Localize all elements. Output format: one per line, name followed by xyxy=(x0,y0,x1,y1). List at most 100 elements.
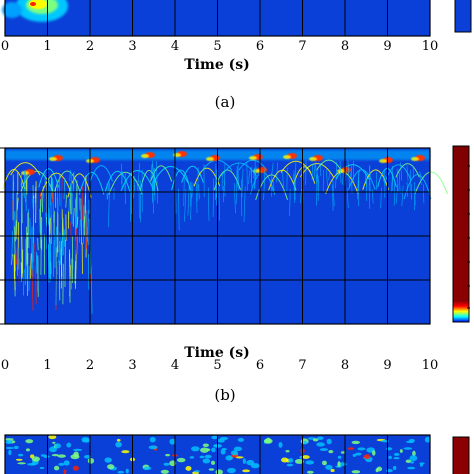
scatter-streak xyxy=(69,183,72,196)
scatter-streak xyxy=(218,186,221,221)
scatter-speck xyxy=(57,454,66,458)
scatter-streak xyxy=(341,168,345,185)
scatter-streak xyxy=(63,177,66,200)
x-tick-label: 0 xyxy=(1,358,9,373)
scatter-streak xyxy=(124,173,126,194)
scatter-streak xyxy=(253,167,255,179)
x-tick-label: 8 xyxy=(341,358,349,373)
scatter-speck xyxy=(419,463,423,467)
scatter-streak xyxy=(14,211,16,237)
scatter-streak xyxy=(263,167,266,201)
scatter-speck xyxy=(202,443,209,447)
scatter-speck xyxy=(410,461,414,464)
scatter-speck xyxy=(405,440,415,444)
scatter-speck xyxy=(220,449,226,455)
scatter-speck xyxy=(424,436,431,443)
scatter-streak xyxy=(152,173,155,189)
scatter-streak xyxy=(18,258,21,283)
panel-a-grid xyxy=(47,0,388,36)
scatter-speck xyxy=(326,438,332,445)
scatter-streak xyxy=(406,165,409,182)
scatter-streak xyxy=(212,178,215,217)
scatter-streak xyxy=(191,183,194,198)
scatter-streak xyxy=(316,169,319,182)
scatter-streak xyxy=(52,239,55,277)
panel-c-grid xyxy=(47,435,388,474)
scatter-speck xyxy=(53,465,60,471)
scatter-streak xyxy=(383,169,386,182)
scatter-streak xyxy=(32,198,34,214)
scatter-streak xyxy=(328,170,331,181)
scatter-streak xyxy=(350,168,353,194)
panel-a-x-ticks: 0 1 2 3 4 5 6 7 8 9 10 xyxy=(1,39,438,54)
scatter-streak xyxy=(108,182,111,228)
scatter-streak xyxy=(276,162,278,183)
scatter-speck xyxy=(412,450,416,457)
scatter-streak xyxy=(69,249,71,277)
x-tick-label: 6 xyxy=(256,39,264,54)
scatter-speck xyxy=(325,464,333,470)
scatter-streak xyxy=(313,163,316,179)
scatter-speck xyxy=(319,448,329,451)
scatter-speck xyxy=(355,452,362,456)
scatter-speck xyxy=(388,455,392,460)
scatter-speck xyxy=(230,450,238,456)
diffraction-arc xyxy=(53,170,81,193)
scatter-streak xyxy=(25,170,27,211)
scatter-streak xyxy=(60,248,63,277)
scatter-streak xyxy=(80,198,82,245)
scatter-speck xyxy=(405,459,412,464)
scatter-speck xyxy=(63,460,70,466)
x-tick-label: 5 xyxy=(213,358,221,373)
scatter-speck xyxy=(211,435,218,440)
scatter-streak xyxy=(61,209,64,237)
scatter-speck xyxy=(25,448,30,452)
scatter-streak xyxy=(84,175,87,214)
scatter-streak xyxy=(58,260,61,301)
scatter-streak xyxy=(368,172,371,187)
scatter-speck xyxy=(242,458,246,465)
scatter-speck xyxy=(351,470,361,474)
x-tick-label: 9 xyxy=(383,358,391,373)
scatter-streak xyxy=(400,162,403,181)
scatter-speck xyxy=(357,447,366,451)
x-tick-label: 7 xyxy=(298,358,306,373)
scatter-speck xyxy=(306,470,314,474)
diffraction-arc xyxy=(348,169,376,190)
hot-spot xyxy=(21,171,29,175)
scatter-speck xyxy=(399,449,403,453)
x-tick-label: 3 xyxy=(128,39,136,54)
scatter-speck xyxy=(199,455,205,459)
scatter-speck xyxy=(380,440,389,443)
hot-spot xyxy=(249,156,257,160)
diffraction-arc xyxy=(78,172,105,195)
x-tick-label: 1 xyxy=(43,39,51,54)
scatter-speck xyxy=(169,438,176,445)
panel-b-y-ticks xyxy=(0,147,5,325)
panel-c xyxy=(4,434,470,474)
scatter-streak xyxy=(282,172,284,190)
scatter-speck xyxy=(148,445,158,450)
scatter-streak xyxy=(22,269,25,296)
scatter-speck xyxy=(312,438,319,442)
scatter-streak xyxy=(76,235,79,255)
scatter-speck xyxy=(125,468,129,474)
diffraction-arc xyxy=(377,168,397,188)
energy-blob xyxy=(2,2,22,18)
x-tick-label: 10 xyxy=(422,358,439,373)
x-tick-label: 4 xyxy=(171,39,179,54)
scatter-streak xyxy=(184,189,187,222)
diffraction-arc xyxy=(120,170,155,192)
panel-a-x-axis-label: Time (s) xyxy=(184,57,249,73)
scatter-speck xyxy=(54,443,61,449)
scatter-speck xyxy=(52,441,56,444)
scatter-speck xyxy=(121,450,130,454)
scatter-speck xyxy=(403,447,413,450)
scatter-speck xyxy=(43,455,50,459)
x-tick-label: 10 xyxy=(422,39,439,54)
scatter-speck xyxy=(242,469,251,473)
scatter-speck xyxy=(288,458,294,463)
scatter-streak xyxy=(121,163,123,190)
scatter-speck xyxy=(185,465,192,471)
scatter-streak xyxy=(37,237,39,251)
